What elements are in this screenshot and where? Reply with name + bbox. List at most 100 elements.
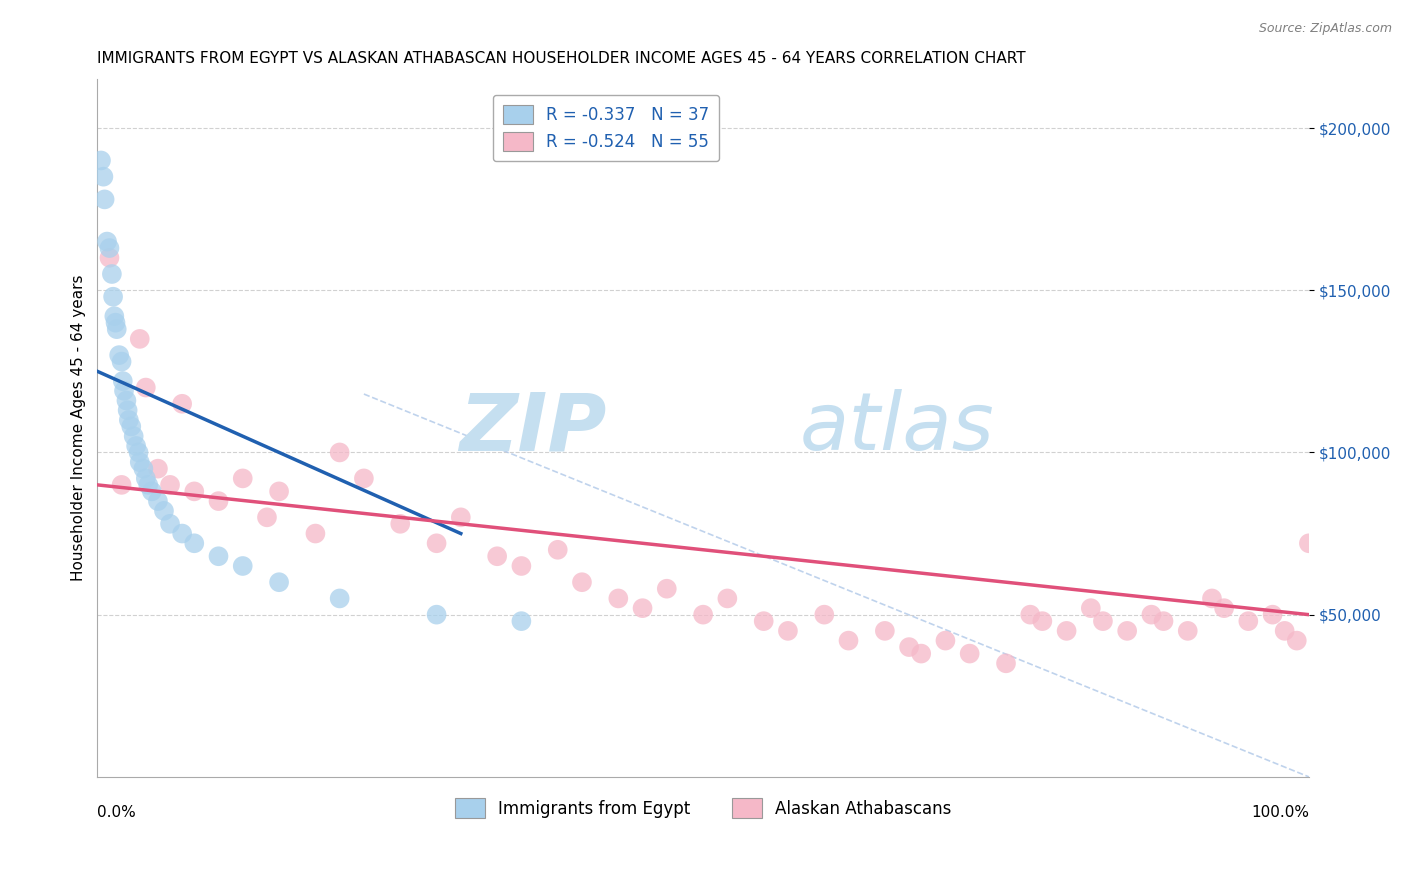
Point bbox=[104, 316, 127, 330]
Point bbox=[631, 601, 654, 615]
Point bbox=[486, 549, 509, 564]
Point bbox=[103, 309, 125, 323]
Point bbox=[267, 575, 290, 590]
Point bbox=[813, 607, 835, 622]
Point bbox=[159, 478, 181, 492]
Point bbox=[934, 633, 956, 648]
Point bbox=[837, 633, 859, 648]
Point bbox=[136, 478, 159, 492]
Point bbox=[117, 403, 139, 417]
Point bbox=[132, 461, 155, 475]
Point bbox=[267, 484, 290, 499]
Point bbox=[90, 153, 112, 168]
Point bbox=[101, 267, 124, 281]
Legend: Immigrants from Egypt, Alaskan Athabascans: Immigrants from Egypt, Alaskan Athabasca… bbox=[449, 792, 959, 824]
Point bbox=[752, 614, 775, 628]
Point bbox=[128, 445, 150, 459]
Point bbox=[426, 607, 449, 622]
Point bbox=[232, 471, 254, 485]
Point bbox=[1080, 601, 1102, 615]
Point bbox=[692, 607, 714, 622]
Point bbox=[1322, 673, 1344, 687]
Point bbox=[172, 526, 194, 541]
Point bbox=[1116, 624, 1139, 638]
Text: IMMIGRANTS FROM EGYPT VS ALASKAN ATHABASCAN HOUSEHOLDER INCOME AGES 45 - 64 YEAR: IMMIGRANTS FROM EGYPT VS ALASKAN ATHABAS… bbox=[97, 51, 1026, 66]
Point bbox=[329, 445, 352, 459]
Point bbox=[1140, 607, 1163, 622]
Point bbox=[128, 455, 150, 469]
Point bbox=[1274, 624, 1296, 638]
Point bbox=[1031, 614, 1053, 628]
Point bbox=[256, 510, 278, 524]
Point bbox=[1261, 607, 1284, 622]
Point bbox=[183, 484, 205, 499]
Point bbox=[655, 582, 678, 596]
Text: ZIP: ZIP bbox=[458, 389, 606, 467]
Point bbox=[207, 494, 229, 508]
Text: Source: ZipAtlas.com: Source: ZipAtlas.com bbox=[1258, 22, 1392, 36]
Point bbox=[153, 504, 176, 518]
Point bbox=[108, 348, 131, 362]
Point bbox=[232, 559, 254, 574]
Point bbox=[910, 647, 932, 661]
Point bbox=[96, 235, 118, 249]
Point bbox=[183, 536, 205, 550]
Point bbox=[389, 516, 412, 531]
Point bbox=[1091, 614, 1114, 628]
Point bbox=[1310, 640, 1333, 654]
Point bbox=[873, 624, 896, 638]
Point bbox=[1285, 633, 1308, 648]
Point bbox=[93, 169, 115, 184]
Point bbox=[547, 542, 569, 557]
Point bbox=[1213, 601, 1236, 615]
Text: 0.0%: 0.0% bbox=[97, 805, 136, 820]
Point bbox=[1056, 624, 1078, 638]
Point bbox=[510, 559, 533, 574]
Point bbox=[1177, 624, 1199, 638]
Point bbox=[135, 380, 157, 394]
Point bbox=[1153, 614, 1175, 628]
Point bbox=[1201, 591, 1223, 606]
Point bbox=[101, 290, 124, 304]
Point bbox=[159, 516, 181, 531]
Point bbox=[146, 494, 169, 508]
Point bbox=[426, 536, 449, 550]
Point bbox=[146, 461, 169, 475]
Point bbox=[172, 397, 194, 411]
Point bbox=[716, 591, 738, 606]
Point bbox=[98, 251, 121, 265]
Point bbox=[329, 591, 352, 606]
Point bbox=[135, 471, 157, 485]
Point bbox=[959, 647, 981, 661]
Point bbox=[125, 439, 148, 453]
Point bbox=[207, 549, 229, 564]
Point bbox=[776, 624, 799, 638]
Point bbox=[112, 384, 135, 398]
Point bbox=[141, 484, 163, 499]
Point bbox=[122, 429, 145, 443]
Point bbox=[98, 241, 121, 255]
Y-axis label: Householder Income Ages 45 - 64 years: Householder Income Ages 45 - 64 years bbox=[72, 275, 86, 582]
Point bbox=[353, 471, 375, 485]
Point bbox=[120, 419, 142, 434]
Point bbox=[111, 374, 134, 388]
Point bbox=[110, 478, 132, 492]
Point bbox=[1298, 536, 1320, 550]
Point bbox=[118, 413, 141, 427]
Point bbox=[898, 640, 921, 654]
Point bbox=[607, 591, 630, 606]
Point bbox=[510, 614, 533, 628]
Point bbox=[1237, 614, 1260, 628]
Point bbox=[304, 526, 326, 541]
Point bbox=[571, 575, 593, 590]
Text: 100.0%: 100.0% bbox=[1251, 805, 1309, 820]
Point bbox=[450, 510, 472, 524]
Point bbox=[115, 393, 138, 408]
Point bbox=[110, 354, 132, 368]
Point bbox=[105, 322, 128, 336]
Text: atlas: atlas bbox=[800, 389, 995, 467]
Point bbox=[1019, 607, 1042, 622]
Point bbox=[995, 657, 1018, 671]
Point bbox=[128, 332, 150, 346]
Point bbox=[93, 193, 115, 207]
